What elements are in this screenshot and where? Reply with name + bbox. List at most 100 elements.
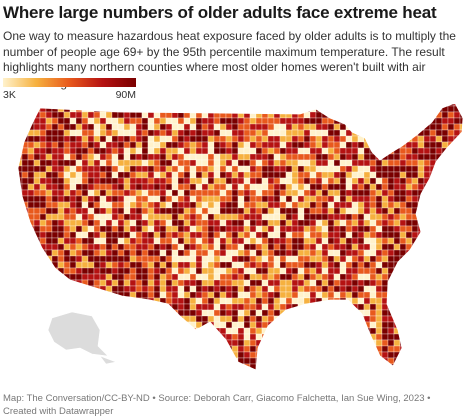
county-cell bbox=[459, 177, 463, 185]
county-cell bbox=[117, 105, 125, 113]
county-cell bbox=[429, 285, 437, 293]
county-cell bbox=[237, 369, 245, 370]
county-cell bbox=[189, 123, 197, 131]
county-cell bbox=[171, 291, 179, 299]
county-cell bbox=[303, 189, 311, 197]
county-cell bbox=[33, 195, 41, 203]
county-cell bbox=[339, 339, 347, 347]
county-cell bbox=[351, 135, 359, 143]
county-cell bbox=[141, 195, 149, 203]
county-cell bbox=[63, 351, 71, 359]
county-cell bbox=[267, 357, 275, 365]
county-cell bbox=[39, 333, 47, 341]
county-cell bbox=[399, 111, 407, 119]
county-cell bbox=[111, 231, 119, 239]
county-cell bbox=[87, 117, 95, 125]
county-cell bbox=[423, 147, 431, 155]
county-cell bbox=[195, 231, 203, 239]
county-cell bbox=[45, 309, 53, 317]
county-cell bbox=[81, 285, 89, 293]
county-cell bbox=[201, 177, 209, 185]
county-cell bbox=[153, 195, 161, 203]
county-cell bbox=[447, 279, 455, 287]
county-cell bbox=[219, 117, 227, 125]
county-cell bbox=[399, 213, 407, 221]
county-cell bbox=[183, 345, 191, 353]
county-cell bbox=[45, 339, 53, 347]
county-cell bbox=[291, 103, 299, 107]
county-cell bbox=[99, 111, 107, 119]
county-cell bbox=[345, 363, 353, 370]
county-cell bbox=[18, 297, 23, 305]
county-cell bbox=[159, 183, 167, 191]
county-cell bbox=[135, 105, 143, 113]
county-cell bbox=[147, 105, 155, 113]
county-cell bbox=[387, 171, 395, 179]
county-cell bbox=[243, 225, 251, 233]
county-cell bbox=[39, 141, 47, 149]
county-cell bbox=[51, 195, 59, 203]
county-cell bbox=[141, 333, 149, 341]
county-cell bbox=[447, 231, 455, 239]
county-cell bbox=[69, 141, 77, 149]
county-cell bbox=[369, 207, 377, 215]
county-cell bbox=[111, 159, 119, 167]
county-cell bbox=[219, 189, 227, 197]
county-cell bbox=[405, 207, 413, 215]
county-cell bbox=[153, 219, 161, 227]
county-cell bbox=[21, 225, 29, 233]
county-cell bbox=[453, 351, 461, 359]
county-cell bbox=[285, 369, 293, 370]
county-cell bbox=[429, 279, 437, 287]
county-cell bbox=[435, 255, 443, 263]
county-cell bbox=[75, 267, 83, 275]
county-cell bbox=[123, 123, 131, 131]
county-cell bbox=[393, 315, 401, 323]
county-cell bbox=[171, 297, 179, 305]
county-cell bbox=[201, 189, 209, 197]
county-cell bbox=[303, 165, 311, 173]
county-cell bbox=[291, 369, 299, 370]
county-cell bbox=[57, 207, 65, 215]
county-cell bbox=[261, 225, 269, 233]
county-cell bbox=[18, 225, 23, 233]
county-cell bbox=[393, 225, 401, 233]
county-cell bbox=[159, 111, 167, 119]
county-cell bbox=[219, 147, 227, 155]
county-cell bbox=[375, 207, 383, 215]
county-cell bbox=[171, 201, 179, 209]
county-cell bbox=[285, 177, 293, 185]
county-cell bbox=[219, 177, 227, 185]
county-cell bbox=[441, 351, 449, 359]
county-cell bbox=[315, 129, 323, 137]
county-cell bbox=[345, 249, 353, 257]
county-cell bbox=[405, 267, 413, 275]
county-cell bbox=[129, 189, 137, 197]
county-cell bbox=[45, 363, 53, 370]
county-cell bbox=[123, 135, 131, 143]
county-cell bbox=[57, 351, 65, 359]
county-cell bbox=[159, 165, 167, 173]
county-cell bbox=[195, 255, 203, 263]
county-cell bbox=[441, 273, 449, 281]
county-cell bbox=[57, 231, 65, 239]
county-cell bbox=[405, 327, 413, 335]
county-cell bbox=[105, 363, 113, 370]
county-cell bbox=[453, 369, 461, 370]
county-cell bbox=[51, 273, 59, 281]
county-cell bbox=[375, 243, 383, 251]
county-cell bbox=[207, 195, 215, 203]
county-cell bbox=[213, 327, 221, 335]
county-cell bbox=[243, 267, 251, 275]
county-cell bbox=[339, 249, 347, 257]
county-cell bbox=[75, 291, 83, 299]
county-cell bbox=[375, 141, 383, 149]
county-cell bbox=[105, 369, 113, 370]
county-cell bbox=[183, 291, 191, 299]
county-cell bbox=[459, 327, 463, 335]
county-cell bbox=[69, 207, 77, 215]
county-cell bbox=[441, 345, 449, 353]
county-cell bbox=[159, 177, 167, 185]
county-cell bbox=[411, 201, 419, 209]
county-cell bbox=[255, 147, 263, 155]
